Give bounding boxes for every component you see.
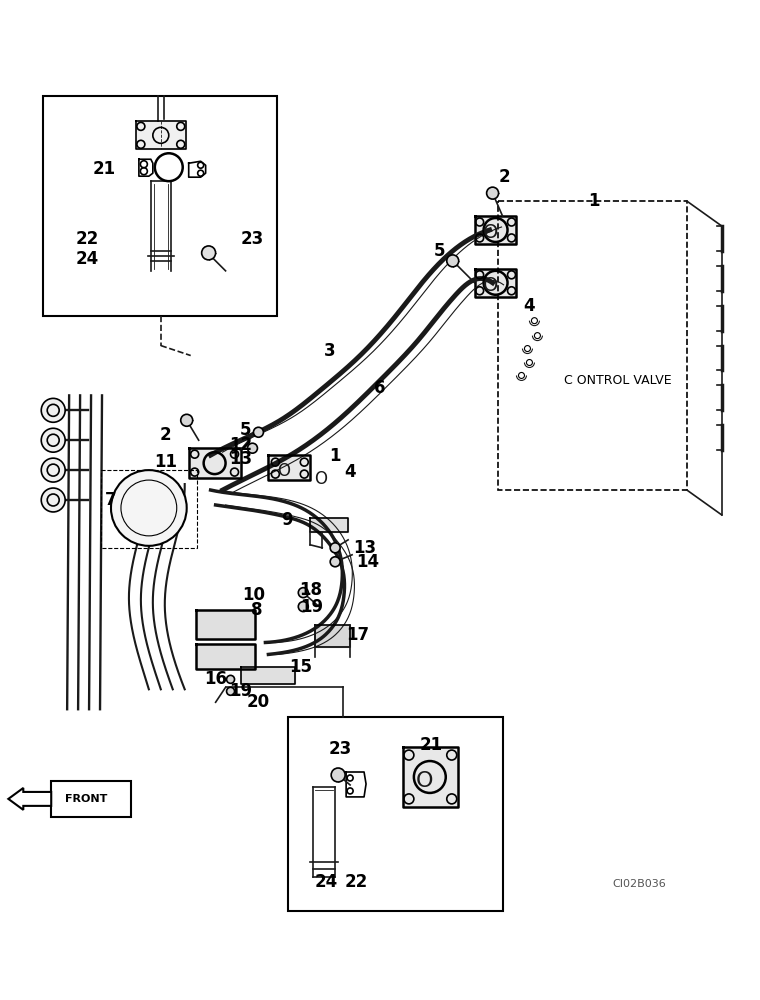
Text: FRONT: FRONT xyxy=(65,794,107,804)
Polygon shape xyxy=(195,644,255,669)
Text: 21: 21 xyxy=(420,736,442,754)
Text: 4: 4 xyxy=(344,463,356,481)
Text: 14: 14 xyxy=(356,553,379,571)
Text: 24: 24 xyxy=(76,250,99,268)
Text: 1: 1 xyxy=(588,192,600,210)
Text: 22: 22 xyxy=(344,873,368,891)
Text: C ONTROL VALVE: C ONTROL VALVE xyxy=(565,374,672,387)
Text: 13: 13 xyxy=(353,539,377,557)
Polygon shape xyxy=(475,269,517,297)
Circle shape xyxy=(298,588,309,598)
Circle shape xyxy=(330,543,340,553)
Circle shape xyxy=(254,427,264,437)
Text: 21: 21 xyxy=(93,160,116,178)
Circle shape xyxy=(248,443,258,453)
Polygon shape xyxy=(403,747,458,807)
Text: O: O xyxy=(416,771,434,791)
FancyArrow shape xyxy=(8,788,51,810)
Bar xyxy=(101,470,197,548)
Text: 15: 15 xyxy=(289,658,312,676)
Circle shape xyxy=(41,458,65,482)
Text: 5: 5 xyxy=(239,421,252,439)
Text: 7: 7 xyxy=(105,491,117,509)
Text: O: O xyxy=(314,470,327,488)
Polygon shape xyxy=(268,455,310,480)
Circle shape xyxy=(41,398,65,422)
Circle shape xyxy=(41,488,65,512)
Polygon shape xyxy=(315,625,350,647)
Polygon shape xyxy=(188,448,240,478)
Text: 4: 4 xyxy=(524,297,535,315)
Text: 1: 1 xyxy=(329,447,341,465)
Text: 2: 2 xyxy=(160,426,172,444)
Circle shape xyxy=(447,255,459,267)
Text: 8: 8 xyxy=(251,601,262,619)
Text: O: O xyxy=(277,462,290,480)
Text: 11: 11 xyxy=(154,453,177,471)
Text: 23: 23 xyxy=(240,230,264,248)
Circle shape xyxy=(201,246,216,260)
Circle shape xyxy=(226,675,235,683)
Circle shape xyxy=(111,470,187,546)
Text: 13: 13 xyxy=(229,450,252,468)
Text: 22: 22 xyxy=(76,230,99,248)
Text: 5: 5 xyxy=(433,242,445,260)
Text: O: O xyxy=(483,223,499,242)
Polygon shape xyxy=(240,667,296,684)
Text: CI02B036: CI02B036 xyxy=(612,879,666,889)
Bar xyxy=(288,717,502,911)
Text: 3: 3 xyxy=(325,342,336,360)
Text: 9: 9 xyxy=(280,511,293,529)
Text: 20: 20 xyxy=(247,693,270,711)
Circle shape xyxy=(298,602,309,612)
Polygon shape xyxy=(195,610,255,639)
Text: 16: 16 xyxy=(204,670,227,688)
Text: 6: 6 xyxy=(374,379,386,397)
Text: 12: 12 xyxy=(229,436,252,454)
Polygon shape xyxy=(475,216,517,244)
Text: 17: 17 xyxy=(347,626,369,644)
Polygon shape xyxy=(136,121,185,149)
Bar xyxy=(43,96,277,316)
Circle shape xyxy=(226,687,235,695)
Text: 18: 18 xyxy=(299,581,321,599)
Text: O: O xyxy=(483,276,499,295)
Bar xyxy=(51,781,131,817)
Text: 2: 2 xyxy=(499,168,511,186)
Circle shape xyxy=(486,187,499,199)
Circle shape xyxy=(41,428,65,452)
Circle shape xyxy=(181,414,193,426)
Circle shape xyxy=(331,768,345,782)
Circle shape xyxy=(330,557,340,567)
Text: 19: 19 xyxy=(229,682,252,700)
Polygon shape xyxy=(310,518,348,532)
Text: 23: 23 xyxy=(328,740,352,758)
Text: 24: 24 xyxy=(315,873,338,891)
Bar xyxy=(498,201,687,490)
Text: 10: 10 xyxy=(242,586,265,604)
Text: 19: 19 xyxy=(301,598,324,616)
